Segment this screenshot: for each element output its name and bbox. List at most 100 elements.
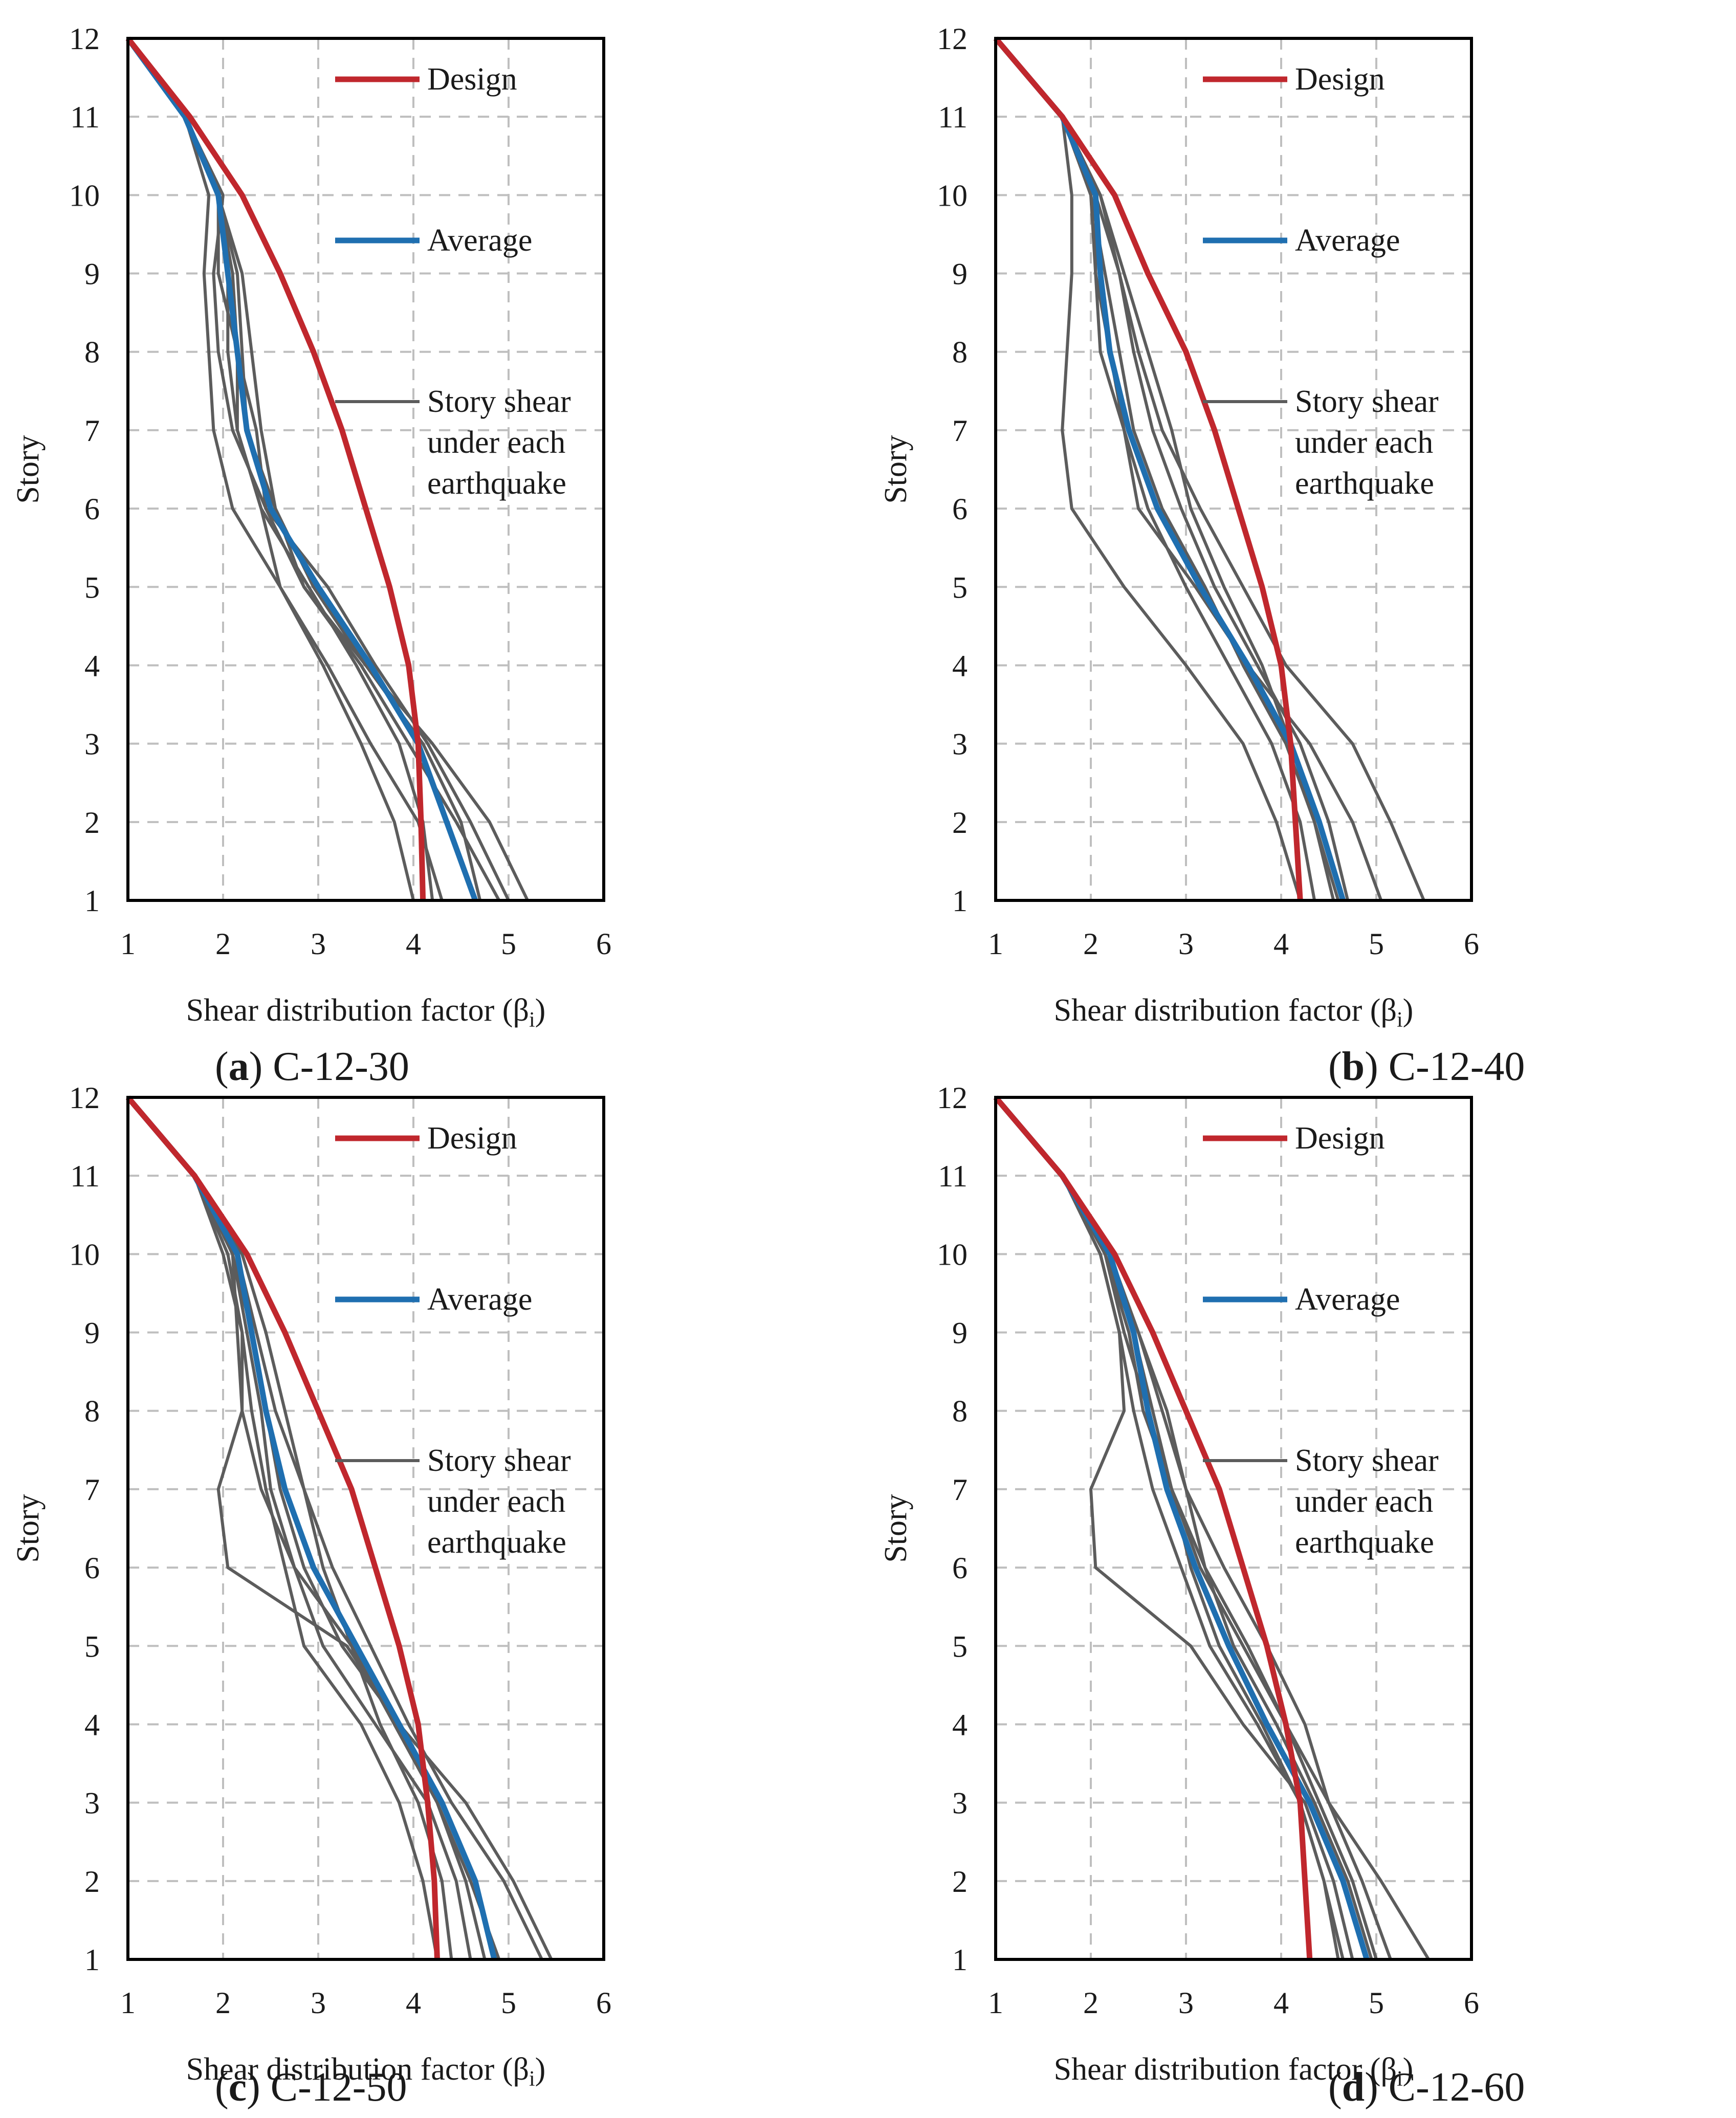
panel-c-y-tick-label: 6 [84, 1551, 100, 1585]
panel-d-average-line [993, 1095, 1370, 1960]
panel-d-earthquake-line-2 [994, 1096, 1340, 1960]
panel-c-y-tick-label: 3 [84, 1786, 100, 1820]
panel-d-x-tick-label: 5 [1369, 1986, 1384, 2020]
panel-c-y-tick-label: 9 [84, 1316, 100, 1350]
panel-c-earthquake-line-5 [126, 1096, 472, 1960]
panel-b-y-tick-label: 11 [938, 100, 968, 134]
caption-d-name: C-12-60 [1388, 2065, 1525, 2110]
panel-b-plot-frame [994, 37, 1473, 902]
panel-d-y-tick-label: 3 [952, 1786, 968, 1820]
panel-d-x-tick-label: 2 [1083, 1986, 1098, 2020]
panel-d-y-tick-label: 5 [952, 1629, 968, 1663]
panel-b-y-tick-label: 3 [952, 727, 968, 761]
panel-d-y-axis-title: Story [878, 1494, 913, 1562]
panel-a-x-axis-title: Shear distribution factor (βi) [186, 993, 546, 1032]
panel-a-y-tick-label: 11 [70, 100, 100, 134]
panel-c-design-line [125, 1095, 440, 1960]
panel-b-y-tick-label: 6 [952, 492, 968, 526]
panel-c-y-tick-label: 11 [70, 1159, 100, 1193]
panel-c-y-tick-label: 10 [69, 1238, 100, 1271]
panel-d-y-tick-label: 1 [952, 1943, 968, 1977]
panel-d-earthquake-line-6 [994, 1096, 1345, 1960]
panel-c-y-tick-label: 7 [84, 1473, 100, 1507]
panel-a-legend-earthquake-label-1: Story shear [427, 384, 571, 419]
panel-a-y-tick-label: 4 [84, 649, 100, 682]
panel-a-earthquake-line-3 [126, 37, 444, 901]
panel-b-x-tick-label: 5 [1369, 927, 1384, 961]
panel-d-x-axis-title: Shear distribution factor (βi) [1054, 2052, 1414, 2091]
panel-d-y-tick-label: 2 [952, 1865, 968, 1899]
panel-d-y-tick-label: 7 [952, 1473, 968, 1507]
panel-d-plot-frame [994, 1096, 1473, 1961]
panel-d-x-tick-label: 3 [1178, 1986, 1194, 2020]
panel-c-y-tick-label: 4 [84, 1708, 100, 1741]
panel-b-x-tick-label: 3 [1178, 927, 1194, 961]
panel-d-y-tick-label: 6 [952, 1551, 968, 1585]
panel-a-y-tick-label: 2 [84, 806, 100, 840]
caption-b-letter: b [1342, 1044, 1365, 1089]
panel-b-earthquake-line-5 [994, 37, 1302, 901]
panel-c-y-tick-label: 2 [84, 1865, 100, 1899]
panel-c-y-tick-label: 1 [84, 1943, 100, 1977]
panel-c-legend-earthquake-label-3: earthquake [427, 1525, 566, 1560]
panel-d-y-tick-label: 8 [952, 1395, 968, 1428]
panel-d-legend-average-label: Average [1295, 1282, 1400, 1317]
panel-b-average-line [993, 36, 1346, 901]
panel-a-earthquake-line-7 [126, 37, 415, 901]
panel-a-y-tick-label: 12 [69, 22, 100, 56]
panel-a-legend-earthquake-label-2: under each [427, 425, 565, 460]
panel-c-earthquake-line-6 [126, 1096, 501, 1960]
panel-d-y-tick-label: 12 [937, 1081, 968, 1115]
caption-d: (d) C-12-60 [1328, 2065, 1525, 2110]
panel-a-x-tick-label: 3 [311, 927, 326, 961]
panel-d-y-tick-label: 9 [952, 1316, 968, 1350]
panel-b-x-tick-label: 6 [1464, 927, 1479, 961]
panel-b-legend-design-label: Design [1295, 62, 1385, 97]
panel-c-plot-frame [126, 1096, 605, 1961]
panel-d-legend-earthquake-label-1: Story shear [1295, 1443, 1439, 1478]
panel-b-y-tick-label: 5 [952, 570, 968, 604]
panel-d-design-line [993, 1095, 1313, 1960]
panel-b-y-tick-label: 2 [952, 806, 968, 840]
panel-b-x-tick-label: 4 [1273, 927, 1289, 961]
panel-c-average-line [125, 1095, 497, 1960]
panel-d-y-tick-label: 11 [938, 1159, 968, 1193]
panel-a-y-tick-label: 1 [84, 884, 100, 918]
panel-a-x-tick-label: 4 [406, 927, 421, 961]
panel-a-x-tick-label: 6 [596, 927, 611, 961]
panel-d-earthquake-line-4 [994, 1096, 1354, 1960]
panel-b-y-tick-label: 8 [952, 336, 968, 369]
panel-d-legend-earthquake-label-3: earthquake [1295, 1525, 1434, 1560]
panel-c-x-tick-label: 4 [406, 1986, 421, 2020]
caption-a: (a) C-12-30 [215, 1044, 409, 1089]
panel-c-legend-average-label: Average [427, 1282, 532, 1317]
panel-d-y-tick-label: 10 [937, 1238, 968, 1271]
panel-c-y-axis-title: Story [11, 1494, 46, 1562]
panel-b-y-tick-label: 9 [952, 257, 968, 291]
panel-b-legend-earthquake-label-2: under each [1295, 425, 1433, 460]
panel-a-y-tick-label: 7 [84, 414, 100, 448]
panel-c-legend-earthquake-label-1: Story shear [427, 1443, 571, 1478]
panel-a-x-tick-label: 2 [215, 927, 231, 961]
panel-a-legend-earthquake-label-3: earthquake [427, 466, 566, 501]
panel-c-x-tick-label: 3 [311, 1986, 326, 2020]
panel-d-x-tick-label: 1 [988, 1986, 1003, 2020]
panel-c-x-axis-title: Shear distribution factor (βi) [186, 2052, 546, 2091]
panel-a-y-tick-label: 6 [84, 492, 100, 526]
panel-b-y-tick-label: 1 [952, 884, 968, 918]
panel-a-y-tick-label: 10 [69, 179, 100, 212]
panel-a-average-line [125, 36, 478, 901]
panel-a-x-tick-label: 5 [501, 927, 516, 961]
panel-d-y-tick-label: 4 [952, 1708, 968, 1741]
panel-a-legend-average-label: Average [427, 223, 532, 258]
panel-c-x-tick-label: 5 [501, 1986, 516, 2020]
panel-c-earthquake-line-7 [126, 1096, 439, 1960]
caption-a-name: C-12-30 [273, 1044, 409, 1089]
panel-b-y-axis-title: Story [878, 435, 913, 503]
panel-d-legend-design-label: Design [1295, 1121, 1385, 1156]
panel-c-x-tick-label: 1 [120, 1986, 136, 2020]
